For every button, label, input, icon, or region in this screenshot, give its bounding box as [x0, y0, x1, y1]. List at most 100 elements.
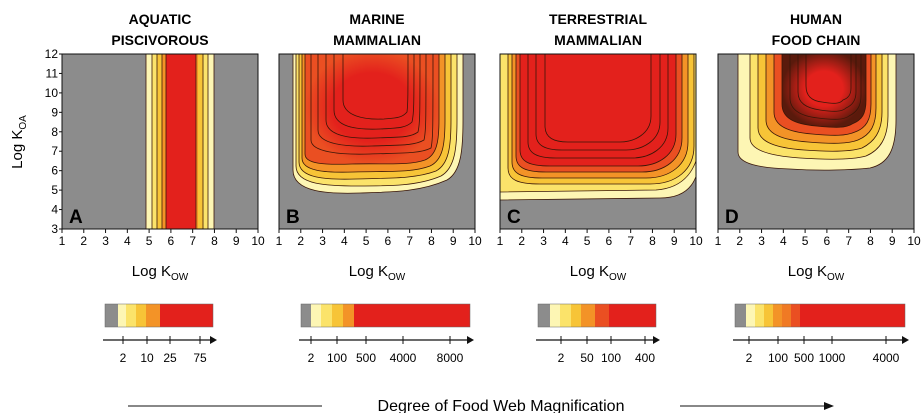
- y-tick-label-8: 8: [51, 125, 58, 139]
- panel-a-x-tick-2: 2: [80, 234, 87, 248]
- legend-swatch: [311, 304, 321, 327]
- panel-c-x-tick-3: 3: [540, 234, 547, 248]
- panel-d-x-tick-7: 7: [845, 234, 852, 248]
- legend-swatch: [773, 304, 782, 327]
- y-tick-label-10: 10: [45, 86, 59, 100]
- panel-a-x-tick-10: 10: [251, 234, 265, 248]
- panel-d-x-tick-8: 8: [867, 234, 874, 248]
- legend-swatch: [321, 304, 332, 327]
- panel-d-x-axis-label: Log KOW: [788, 263, 845, 283]
- panel-a-title-line1: AQUATIC: [129, 11, 192, 27]
- panel-d-title-line1: HUMAN: [790, 11, 842, 27]
- legend-swatch: [354, 304, 470, 327]
- legend-tick-label-1000: 1000: [819, 351, 846, 365]
- legend-tick-label-2: 2: [308, 351, 315, 365]
- legend-tick-label-2: 2: [120, 351, 127, 365]
- legend-swatch: [735, 304, 746, 327]
- panel-c-x-tick-2: 2: [518, 234, 525, 248]
- legend-frame: [734, 303, 906, 328]
- panel-a-x-tick-4: 4: [124, 234, 131, 248]
- panel-a-x-tick-3: 3: [102, 234, 109, 248]
- legend-tick-label-50: 50: [580, 351, 594, 365]
- y-tick-label-12: 12: [45, 47, 59, 61]
- panel-d-title-line2: FOOD CHAIN: [772, 32, 861, 48]
- panel-a-x-tick-6: 6: [168, 234, 175, 248]
- legend-swatch: [791, 304, 800, 327]
- panel-c-letter: C: [507, 207, 521, 228]
- panel-b-x-tick-1: 1: [276, 234, 283, 248]
- legend-tick-label-100: 100: [768, 351, 788, 365]
- panel-b-x-axis-label: Log KOW: [349, 263, 406, 283]
- panel-b-title-line1: MARINE: [349, 11, 404, 27]
- legend-tick-label-500: 500: [356, 351, 376, 365]
- legend-tick-label-8000: 8000: [437, 351, 464, 365]
- panel-b-x-tick-4: 4: [341, 234, 348, 248]
- panel-d-contour-lines: [789, 54, 862, 120]
- legend-arrow-head: [653, 336, 660, 344]
- panel-d-frame: [717, 53, 915, 230]
- y-tick-label-7: 7: [51, 144, 58, 158]
- panel-c-x-tick-1: 1: [497, 234, 504, 248]
- panel-a-x-tick-1: 1: [59, 234, 66, 248]
- panel-b-x-tick-6: 6: [385, 234, 392, 248]
- panel-a-band-5: [166, 54, 196, 229]
- bottom-arrow-head: [824, 402, 834, 410]
- panel-b-frame: [278, 53, 476, 230]
- panel-b-x-tick-3: 3: [319, 234, 326, 248]
- panel-c-legend: 2 50 100 400: [536, 303, 660, 365]
- panel-c-contour-lines: [527, 54, 669, 159]
- panel-d-x-tick-9: 9: [889, 234, 896, 248]
- legend-swatch: [343, 304, 354, 327]
- legend-tick-label-25: 25: [163, 351, 177, 365]
- legend-swatch: [755, 304, 764, 327]
- panel-b-x-tick-8: 8: [428, 234, 435, 248]
- panel-b-x-tick-10: 10: [468, 234, 482, 248]
- panel-c-x-tick-5: 5: [584, 234, 591, 248]
- panel-d-x-tick-5: 5: [802, 234, 809, 248]
- panel-a-frame: [61, 53, 259, 230]
- panel-d-letter: D: [725, 207, 739, 228]
- panel-b-x-tick-5: 5: [363, 234, 370, 248]
- panel-b-plot: [279, 54, 475, 229]
- panel-c-title-line1: TERRESTRIAL: [549, 11, 647, 27]
- panel-d-plot: [718, 54, 914, 229]
- legend-swatch: [550, 304, 560, 327]
- legend-swatch: [764, 304, 773, 327]
- panel-a-plot: [62, 54, 258, 229]
- panel-d-x-tick-2: 2: [736, 234, 743, 248]
- panel-c-x-tick-10: 10: [689, 234, 703, 248]
- legend-tick-label-4000: 4000: [390, 351, 417, 365]
- legend-swatch: [609, 304, 656, 327]
- legend-swatch: [571, 304, 581, 327]
- y-tick-label-4: 4: [51, 203, 58, 217]
- y-tick-label-3: 3: [51, 222, 58, 236]
- legend-tick-label-75: 75: [193, 351, 207, 365]
- panel-b-letter: B: [286, 207, 300, 228]
- y-tick-label-11: 11: [46, 66, 59, 80]
- panel-d-level-6: [781, 54, 867, 128]
- legend-swatch: [160, 304, 213, 327]
- y-tick-label-6: 6: [51, 164, 58, 178]
- y-axis-ticks: 3 4 5 6 7 8 9 10 11 12: [45, 47, 62, 236]
- panel-c-x-tick-8: 8: [649, 234, 656, 248]
- panel-d-x-tick-3: 3: [758, 234, 765, 248]
- panel-a-x-tick-8: 8: [211, 234, 218, 248]
- panel-a-x-axis-label: Log KOW: [132, 263, 189, 283]
- x-axis-ticks: 1 2 3 4 5 6 7 8 9 10 1 2 3 4 5 6 7 8 9 10 1 2 3 4 5 6 7 8 9 10 1 2 3 4 5 6 7…: [59, 229, 921, 248]
- legend-swatch: [782, 304, 791, 327]
- legend-swatch: [136, 304, 146, 327]
- legend-swatch: [746, 304, 755, 327]
- legend-swatch: [800, 304, 905, 327]
- legend-swatch: [538, 304, 550, 327]
- legend-arrow-head: [902, 336, 909, 344]
- color-scale-legends: 2 10 25 75 2 100 500 4000 8000 2 50 100 400 2 100 500 10…: [103, 303, 909, 365]
- legend-tick-label-100: 100: [601, 351, 621, 365]
- legend-tick-label-4000: 4000: [873, 351, 900, 365]
- panel-a-letter: A: [69, 207, 83, 228]
- legend-swatch: [146, 304, 160, 327]
- legend-tick-label-2: 2: [558, 351, 565, 365]
- legend-arrow-head: [467, 336, 474, 344]
- legend-tick-label-500: 500: [794, 351, 814, 365]
- panel-a-legend: 2 10 25 75: [103, 303, 217, 365]
- panel-a-x-tick-9: 9: [233, 234, 240, 248]
